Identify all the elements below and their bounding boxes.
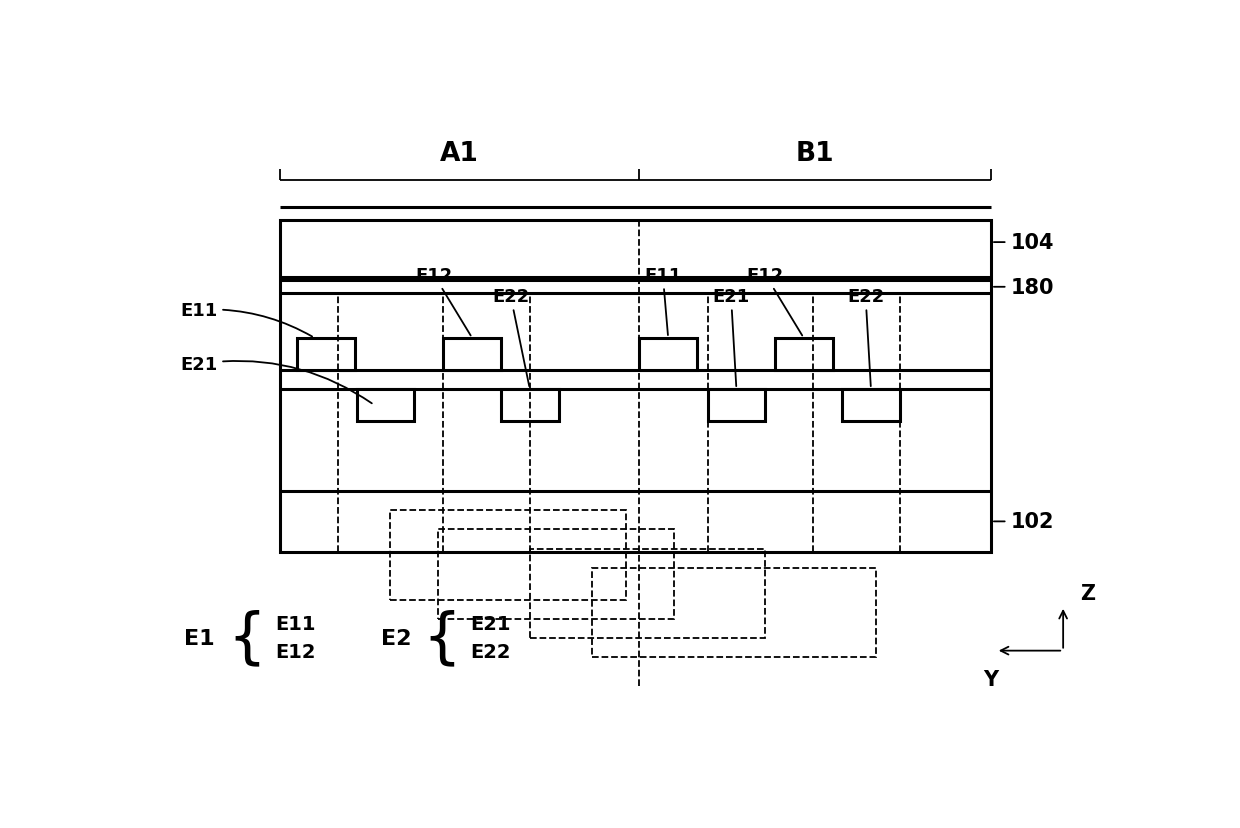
Text: E21: E21 bbox=[180, 355, 372, 404]
Text: $\{$: $\{$ bbox=[227, 608, 260, 668]
Text: E21: E21 bbox=[712, 287, 750, 387]
Bar bbox=[444, 339, 501, 370]
Text: B1: B1 bbox=[796, 141, 835, 167]
Text: $\{$: $\{$ bbox=[422, 608, 455, 668]
Text: 104: 104 bbox=[993, 233, 1054, 253]
Text: A1: A1 bbox=[440, 141, 479, 167]
Bar bbox=[640, 339, 697, 370]
Text: Y: Y bbox=[983, 669, 998, 689]
Bar bbox=[501, 389, 558, 421]
Bar bbox=[357, 389, 414, 421]
Bar bbox=[280, 220, 991, 552]
Bar bbox=[842, 389, 900, 421]
Bar bbox=[708, 389, 765, 421]
Bar bbox=[593, 568, 875, 657]
Text: E22: E22 bbox=[470, 643, 511, 662]
Text: E11: E11 bbox=[644, 267, 682, 335]
Text: E11: E11 bbox=[180, 301, 312, 337]
Bar bbox=[391, 511, 626, 599]
Text: E12: E12 bbox=[746, 267, 802, 336]
Text: E1: E1 bbox=[184, 628, 215, 648]
Bar bbox=[529, 549, 765, 638]
Text: 102: 102 bbox=[993, 512, 1054, 532]
Text: E22: E22 bbox=[492, 287, 529, 387]
Text: E22: E22 bbox=[847, 287, 884, 387]
Text: E21: E21 bbox=[470, 614, 511, 633]
Text: E2: E2 bbox=[381, 628, 412, 648]
Text: 180: 180 bbox=[993, 277, 1054, 297]
Text: Z: Z bbox=[1080, 583, 1096, 603]
Text: E12: E12 bbox=[275, 643, 316, 662]
Bar bbox=[439, 530, 675, 619]
Bar bbox=[775, 339, 832, 370]
Bar bbox=[298, 339, 355, 370]
Text: E11: E11 bbox=[275, 614, 316, 633]
Text: E12: E12 bbox=[415, 267, 471, 336]
